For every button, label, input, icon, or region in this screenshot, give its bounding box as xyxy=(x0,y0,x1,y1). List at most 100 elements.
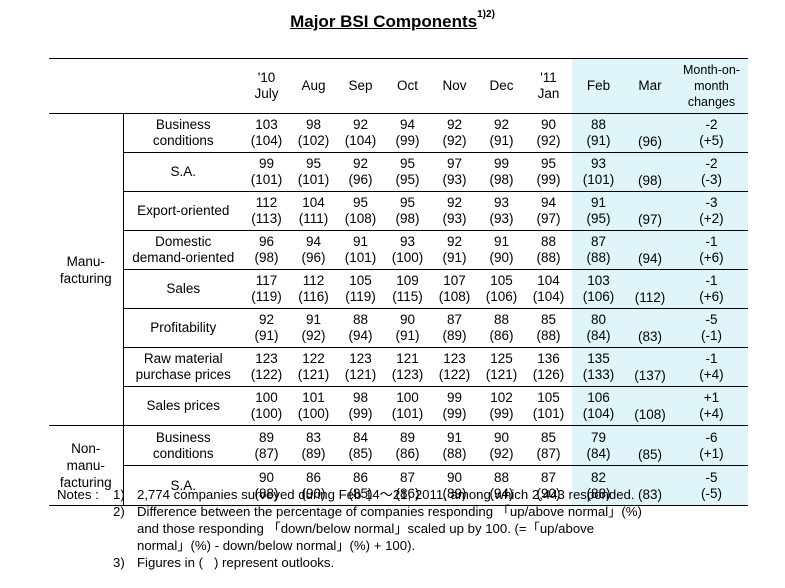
data-cell: 98 (102) xyxy=(290,113,337,153)
column-header-line: Aug xyxy=(301,78,326,93)
outlook: (91) xyxy=(586,133,611,148)
outlook: (116) xyxy=(298,289,329,304)
outlook: (97) xyxy=(637,212,662,227)
value: 112 xyxy=(302,273,325,288)
value: 91 xyxy=(305,312,322,327)
outlook: (+6) xyxy=(699,250,724,265)
row-label-line: S.A. xyxy=(170,164,196,179)
data-cell: 91 (101) xyxy=(337,230,384,270)
column-header-line: Dec xyxy=(489,78,514,93)
value: +1 xyxy=(703,390,720,405)
value: 98 xyxy=(305,117,322,132)
data-cell: 125 (121) xyxy=(478,347,525,387)
column-header-line: Jan xyxy=(537,86,560,101)
group-label: Manu-facturing xyxy=(49,113,123,426)
value: 95 xyxy=(305,156,322,171)
value: 101 xyxy=(302,390,325,405)
outlook: (87) xyxy=(254,445,279,461)
data-cell: 105 (106) xyxy=(478,269,525,309)
data-cell: 85 (88) xyxy=(525,308,572,348)
data-cell: -5 (-1) xyxy=(675,308,748,348)
value: -5 xyxy=(705,469,718,485)
value: 121 xyxy=(396,351,419,366)
value: 99 xyxy=(446,390,463,405)
value: 107 xyxy=(443,273,466,288)
outlook: (99) xyxy=(442,406,467,421)
table-row: S.A. 99 (101) 95 (101) 92 (96) 95 (95) 97 (93) 99 (9… xyxy=(49,152,748,192)
outlook: (-5) xyxy=(701,485,722,501)
outlook: (91) xyxy=(442,250,467,265)
data-cell: 90 (91) xyxy=(384,308,431,348)
outlook: (99) xyxy=(395,133,420,148)
table-row: Non-manu-facturing Business conditions 89 (8… xyxy=(49,425,748,506)
value: 86 xyxy=(305,469,322,485)
row-label-line: Business xyxy=(155,117,211,132)
data-cell: 103 (106) xyxy=(572,269,625,309)
value: 91 xyxy=(352,234,369,249)
outlook: (94) xyxy=(489,485,514,501)
outlook: (+4) xyxy=(699,406,724,421)
row-label-line: conditions xyxy=(152,445,214,461)
data-cell: 93 (93) xyxy=(478,191,525,231)
column-header-line: Mar xyxy=(638,78,662,93)
data-cell: (108) xyxy=(625,386,675,426)
column-header: '10 July xyxy=(243,58,290,114)
data-cell: 123 (122) xyxy=(243,347,290,387)
group-label-line: Manu- xyxy=(66,253,105,269)
value: 80 xyxy=(590,312,607,327)
data-cell: 105 (101) xyxy=(525,386,572,426)
value: 90 xyxy=(258,469,275,485)
row-label-line: Business xyxy=(155,429,211,445)
outlook: (86) xyxy=(395,445,420,461)
data-cell: 100 (100) xyxy=(243,386,290,426)
outlook: (94) xyxy=(348,328,373,343)
data-cell: 94 (97) xyxy=(525,191,572,231)
data-cell: (97) xyxy=(625,191,675,231)
data-cell: 107 (108) xyxy=(431,269,478,309)
value: 103 xyxy=(255,117,278,132)
value: 125 xyxy=(490,351,513,366)
outlook: (98) xyxy=(637,173,662,188)
value: 88 xyxy=(493,469,510,485)
outlook: (106) xyxy=(582,289,615,304)
value: 99 xyxy=(493,156,510,171)
data-cell: 92 (93) xyxy=(431,191,478,231)
outlook: (96) xyxy=(637,134,662,149)
outlook: (88) xyxy=(586,250,611,265)
data-cell: (94) xyxy=(625,230,675,270)
value: 105 xyxy=(490,273,513,288)
row-label: S.A. xyxy=(122,465,243,506)
value: 87 xyxy=(590,234,607,249)
row-label-line: demand-oriented xyxy=(132,250,235,265)
row-label: Business conditions xyxy=(122,425,243,466)
data-cell: 106 (104) xyxy=(572,386,625,426)
row-label: Profitability xyxy=(122,308,243,348)
value: 90 xyxy=(493,429,510,445)
data-cell: 135 (133) xyxy=(572,347,625,387)
data-cell: 91 (90) xyxy=(478,230,525,270)
note-2: Difference between the percentage of com… xyxy=(137,504,642,519)
outlook: (101) xyxy=(532,406,565,421)
outlook: (98) xyxy=(254,250,279,265)
value: 102 xyxy=(490,390,513,405)
outlook: (93) xyxy=(489,211,514,226)
data-cell: 122 (121) xyxy=(290,347,337,387)
data-cell: 123 (122) xyxy=(431,347,478,387)
value: 104 xyxy=(302,195,325,210)
outlook: (+6) xyxy=(699,289,724,304)
outlook: (121) xyxy=(344,367,377,382)
outlook: (119) xyxy=(251,289,282,304)
outlook: (104) xyxy=(582,406,615,421)
value: 84 xyxy=(352,429,369,445)
table-row: Sales prices 100 (100) 101 (100) 98 (99) 100 (10… xyxy=(49,386,748,426)
outlook: (101) xyxy=(250,172,283,187)
value: 92 xyxy=(352,156,369,171)
data-cell: +1 (+4) xyxy=(675,386,748,426)
value: 91 xyxy=(590,195,607,210)
outlook: (133) xyxy=(582,367,615,382)
value: 83 xyxy=(305,429,322,445)
data-cell: (98) xyxy=(625,152,675,192)
data-cell: (83) xyxy=(625,308,675,348)
data-cell: (112) xyxy=(625,269,675,309)
value: 97 xyxy=(446,156,463,171)
